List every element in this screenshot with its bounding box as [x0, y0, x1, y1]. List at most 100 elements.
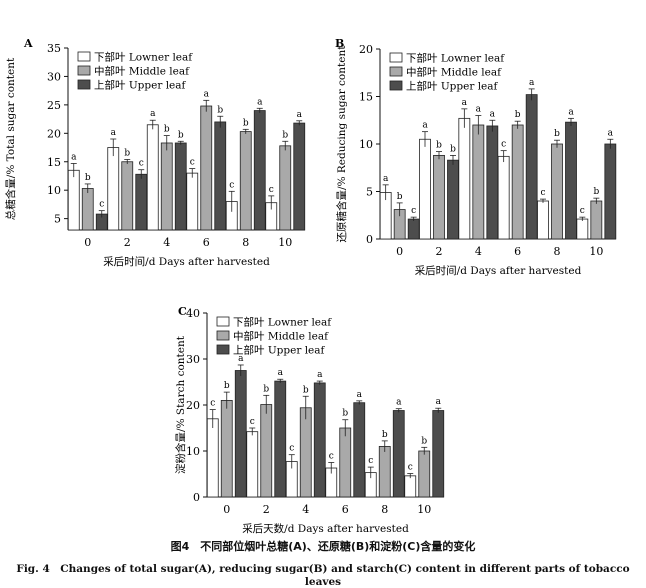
bar-upper — [293, 122, 306, 231]
significance-letter: b — [164, 125, 170, 135]
significance-letter: a — [462, 98, 468, 108]
bar-lower — [419, 138, 431, 240]
significance-letter: b — [515, 110, 521, 120]
bar-upper — [135, 173, 148, 231]
significance-letter: a — [257, 97, 263, 107]
bar-upper — [392, 410, 405, 498]
bar-lower — [146, 124, 159, 231]
significance-letter: a — [204, 89, 210, 99]
bar-lower — [246, 431, 259, 498]
significance-letter: b — [554, 129, 560, 139]
significance-letter: a — [71, 152, 77, 162]
bar-middle — [220, 399, 233, 498]
bar-middle — [239, 131, 252, 231]
bar-upper — [486, 125, 499, 240]
y-tick-label: 20 — [186, 399, 200, 412]
x-tick-label: 2 — [124, 236, 131, 249]
significance-letter: a — [238, 354, 244, 364]
legend-label-middle: 中部叶 Middle leaf — [233, 330, 329, 343]
significance-letter: a — [317, 370, 323, 380]
x-axis-label: 采后时间/d Days after harvested — [103, 255, 270, 268]
significance-letter: a — [529, 78, 535, 88]
legend-label-lower: 下部叶 Lowner leaf — [233, 316, 332, 329]
legend-swatch-middle — [216, 330, 230, 341]
legend-swatch-lower — [216, 316, 230, 327]
bar-lower — [107, 147, 120, 231]
legend-swatch-lower — [77, 51, 91, 62]
y-tick-label: 0 — [193, 491, 200, 504]
significance-letter: c — [408, 463, 413, 473]
y-tick-label: 20 — [47, 127, 61, 140]
y-axis-label: 总糖含量/% Total sugar content — [4, 57, 17, 220]
bar-middle — [200, 105, 213, 231]
legend-label-lower: 下部叶 Lowner leaf — [406, 52, 505, 65]
x-tick-label: 10 — [589, 245, 603, 258]
panel-letter: C — [178, 305, 187, 318]
bar-lower — [206, 418, 219, 498]
significance-letter: a — [568, 107, 574, 117]
bar-lower — [576, 218, 589, 240]
bar-upper — [432, 410, 445, 498]
significance-letter: a — [383, 174, 389, 184]
bar-middle — [299, 407, 312, 498]
bar-upper — [407, 218, 420, 240]
y-tick-label: 40 — [186, 307, 200, 320]
x-tick-label: 8 — [242, 236, 249, 249]
significance-letter: a — [436, 397, 442, 407]
bar-middle — [511, 124, 524, 240]
y-tick-label: 15 — [47, 156, 61, 169]
significance-letter: a — [150, 109, 156, 119]
significance-letter: c — [210, 399, 215, 409]
y-tick-label: 10 — [47, 184, 61, 197]
panel-letter: B — [335, 37, 344, 50]
significance-letter: b — [382, 430, 388, 440]
bar-middle — [260, 404, 273, 498]
bar-middle — [590, 200, 603, 240]
y-tick-label: 10 — [186, 445, 200, 458]
significance-letter: c — [501, 140, 506, 150]
bar-middle — [279, 145, 292, 231]
significance-letter: a — [476, 105, 482, 115]
panel-letter: A — [23, 37, 33, 50]
significance-letter: b — [217, 105, 223, 115]
y-axis-label: 淀粉含量/% Starch content — [174, 335, 187, 474]
bar-lower — [67, 169, 80, 231]
significance-letter: c — [329, 452, 334, 462]
significance-letter: b — [243, 118, 249, 128]
y-axis-label: 还原糖含量/% Reducing sugar content — [335, 45, 348, 243]
significance-letter: a — [396, 398, 402, 408]
x-tick-label: 8 — [381, 503, 388, 516]
legend-label-middle: 中部叶 Middle leaf — [406, 66, 502, 79]
y-tick-label: 20 — [359, 43, 373, 56]
significance-letter: c — [99, 200, 104, 210]
bar-upper — [214, 121, 227, 231]
x-tick-label: 6 — [342, 503, 349, 516]
bar-middle — [472, 124, 485, 240]
significance-letter: b — [421, 436, 427, 446]
legend-swatch-upper — [389, 80, 403, 91]
x-tick-label: 10 — [278, 236, 292, 249]
x-tick-label: 4 — [475, 245, 482, 258]
significance-letter: a — [278, 368, 284, 378]
bar-middle — [339, 427, 352, 498]
bar-lower — [537, 200, 549, 240]
y-tick-label: 30 — [47, 70, 61, 83]
significance-letter: a — [422, 121, 428, 131]
significance-letter: b — [397, 192, 403, 202]
bar-upper — [313, 382, 326, 498]
significance-letter: b — [450, 144, 456, 154]
x-tick-label: 2 — [263, 503, 270, 516]
y-tick-label: 30 — [186, 353, 200, 366]
x-axis-label: 采后时间/d Days after harvested — [415, 264, 582, 277]
significance-letter: b — [303, 385, 309, 395]
x-tick-label: 4 — [163, 236, 170, 249]
significance-letter: c — [229, 180, 234, 190]
significance-letter: b — [224, 381, 230, 391]
x-tick-label: 0 — [396, 245, 403, 258]
bar-upper — [174, 142, 187, 231]
legend-label-upper: 上部叶 Upper leaf — [406, 80, 499, 93]
